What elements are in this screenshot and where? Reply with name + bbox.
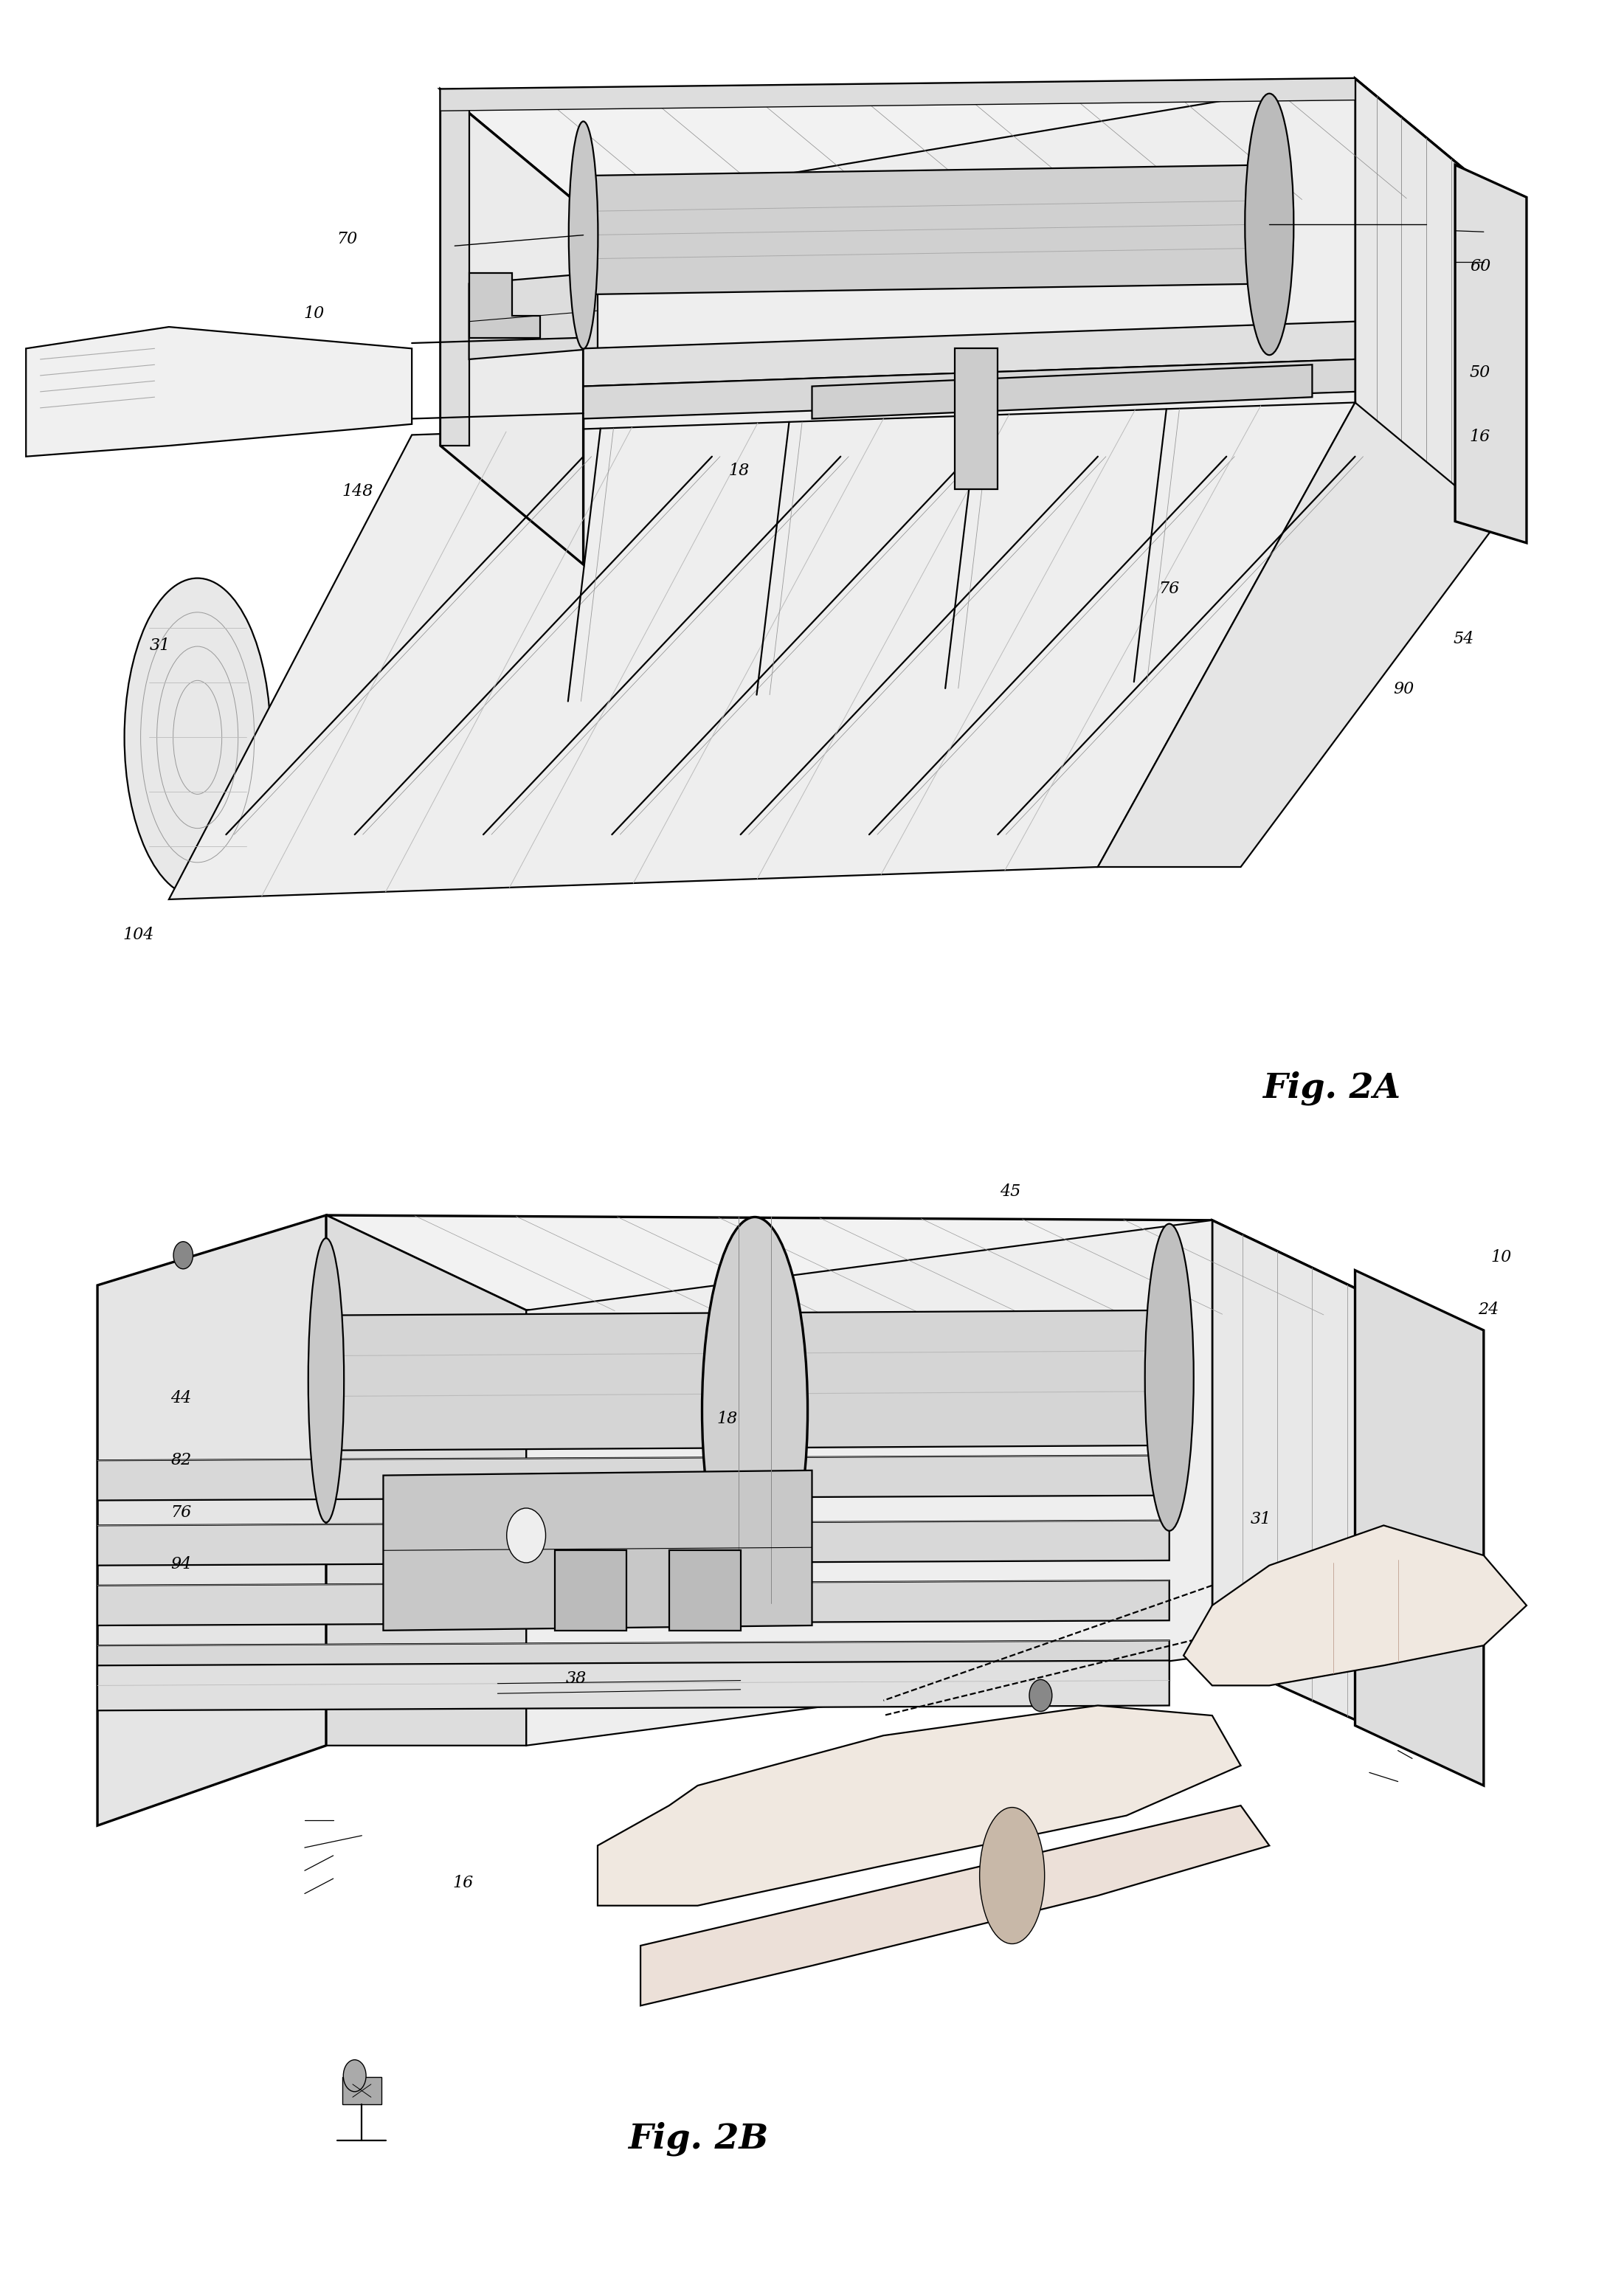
Text: 94: 94 <box>171 1555 192 1574</box>
Polygon shape <box>97 1640 1169 1685</box>
Text: 16: 16 <box>453 1874 473 1892</box>
Circle shape <box>343 2060 365 2092</box>
Polygon shape <box>583 166 1270 293</box>
Text: 90: 90 <box>1393 680 1415 698</box>
Ellipse shape <box>1246 93 1294 355</box>
Polygon shape <box>812 364 1312 418</box>
Text: 18: 18 <box>729 462 749 480</box>
Polygon shape <box>326 1214 526 1746</box>
Polygon shape <box>343 2076 382 2103</box>
Polygon shape <box>469 273 598 359</box>
Ellipse shape <box>1145 1223 1194 1530</box>
Polygon shape <box>326 1310 1169 1451</box>
Polygon shape <box>555 1551 627 1630</box>
Text: 38: 38 <box>567 1669 586 1687</box>
Polygon shape <box>440 77 1354 111</box>
Text: Fig. 2A: Fig. 2A <box>1263 1071 1400 1105</box>
Ellipse shape <box>309 1237 344 1524</box>
Polygon shape <box>1098 402 1497 866</box>
Text: 10: 10 <box>304 305 325 323</box>
Polygon shape <box>97 1521 1169 1565</box>
Polygon shape <box>669 1551 741 1630</box>
Circle shape <box>174 1242 193 1269</box>
Polygon shape <box>440 89 469 446</box>
Polygon shape <box>97 1580 1169 1626</box>
Text: 50: 50 <box>1470 364 1491 382</box>
Polygon shape <box>383 1471 812 1630</box>
Polygon shape <box>26 327 412 457</box>
Text: 16: 16 <box>1470 428 1491 446</box>
Polygon shape <box>583 359 1354 418</box>
Text: Fig. 2B: Fig. 2B <box>628 2122 768 2156</box>
Polygon shape <box>955 348 997 489</box>
Polygon shape <box>583 321 1354 387</box>
Polygon shape <box>583 77 1354 564</box>
Polygon shape <box>1184 1526 1527 1685</box>
Text: 60: 60 <box>1470 257 1491 275</box>
Polygon shape <box>598 1706 1241 1906</box>
Text: 54: 54 <box>1453 630 1475 648</box>
Polygon shape <box>1455 166 1527 543</box>
Polygon shape <box>640 1806 1270 2006</box>
Polygon shape <box>469 273 541 339</box>
Text: 18: 18 <box>718 1410 737 1428</box>
Text: 104: 104 <box>123 926 154 944</box>
Polygon shape <box>526 1221 1212 1746</box>
Text: 24: 24 <box>1478 1301 1499 1319</box>
Text: 76: 76 <box>171 1503 192 1521</box>
Text: 10: 10 <box>1491 1248 1512 1267</box>
Circle shape <box>1030 1680 1052 1712</box>
Text: 70: 70 <box>336 230 357 248</box>
Text: 76: 76 <box>1160 580 1179 598</box>
Polygon shape <box>1354 77 1497 521</box>
Text: 31: 31 <box>149 637 171 655</box>
Polygon shape <box>169 402 1354 898</box>
Polygon shape <box>440 89 583 564</box>
Ellipse shape <box>979 1808 1044 1944</box>
Polygon shape <box>97 1455 1169 1501</box>
Polygon shape <box>440 77 1497 209</box>
Text: 45: 45 <box>1000 1182 1020 1201</box>
Circle shape <box>507 1508 546 1562</box>
Polygon shape <box>1212 1221 1413 1746</box>
Ellipse shape <box>125 578 271 896</box>
Text: 31: 31 <box>1250 1510 1272 1528</box>
Polygon shape <box>97 1660 1169 1710</box>
Polygon shape <box>1354 1271 1484 1785</box>
Ellipse shape <box>568 121 598 348</box>
Ellipse shape <box>702 1217 807 1603</box>
Polygon shape <box>97 1214 326 1826</box>
Polygon shape <box>326 1214 1413 1314</box>
Text: 44: 44 <box>171 1389 192 1408</box>
Text: 82: 82 <box>171 1451 192 1469</box>
Text: 148: 148 <box>343 482 374 500</box>
